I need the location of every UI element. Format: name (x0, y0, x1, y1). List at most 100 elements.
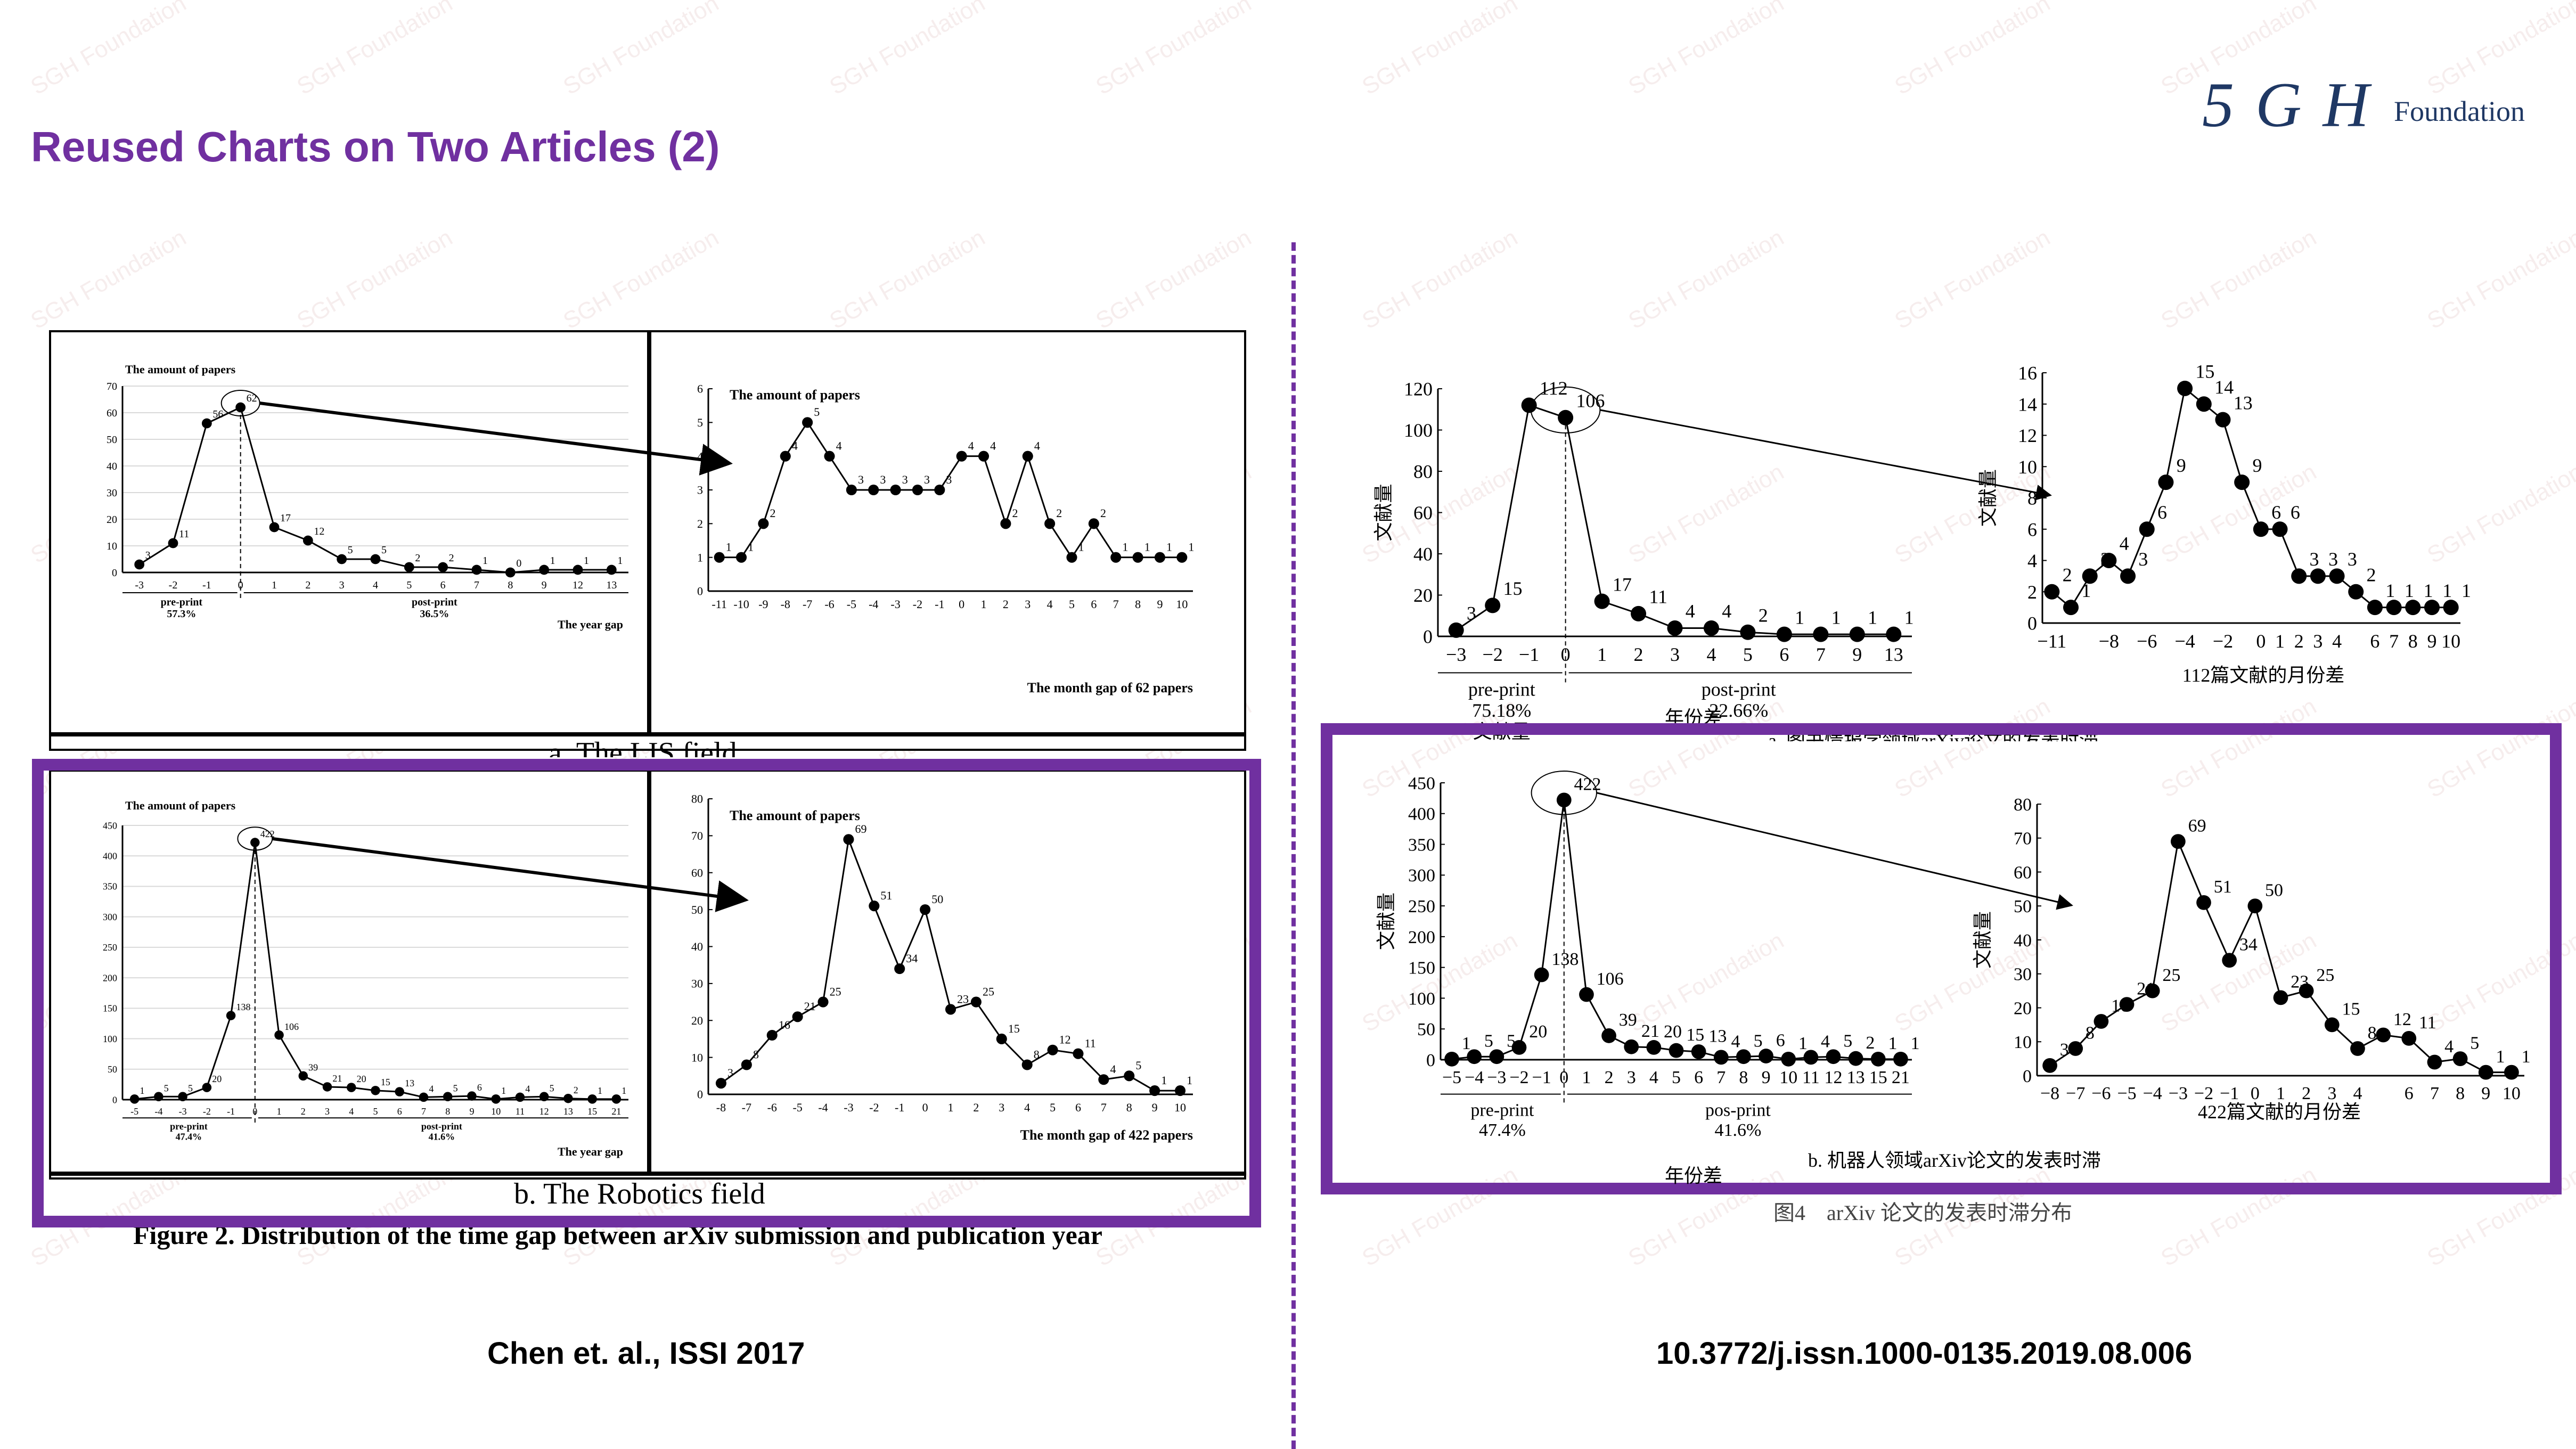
chart-svg-en-rob-year: 050100150200250300350400450-5-4-3-2-1012… (103, 799, 628, 1158)
y-tick-label: 10 (2014, 1033, 2032, 1052)
data-point (1448, 622, 1464, 638)
data-label: 1 (1188, 541, 1194, 554)
data-point (1631, 605, 1647, 621)
data-label: 1 (1795, 607, 1804, 628)
data-point (2427, 1054, 2442, 1070)
x-tick-label: 7 (421, 1106, 426, 1117)
data-point (2093, 1014, 2109, 1029)
data-point (404, 562, 414, 572)
data-point (741, 1059, 752, 1070)
x-axis-title: The month gap of 422 papers (1020, 1127, 1193, 1143)
x-tick-label: 13 (606, 579, 617, 591)
data-label: 5 (348, 544, 353, 556)
data-label: 4 (968, 439, 974, 453)
y-tick-label: 30 (2014, 965, 2032, 985)
x-tick-label: 3 (1670, 644, 1680, 665)
pre-print-label: pre-print (170, 1121, 208, 1132)
y-tick-label: 20 (2014, 998, 2032, 1018)
data-label: 1 (140, 1085, 145, 1096)
series-line (2051, 387, 2451, 609)
data-label: 39 (308, 1062, 318, 1073)
x-tick-label: 4 (349, 1106, 354, 1117)
data-point (1740, 624, 1756, 640)
y-tick-label: 100 (103, 1034, 117, 1044)
data-point (824, 451, 835, 462)
data-point (539, 564, 550, 575)
data-point (2170, 834, 2186, 849)
x-tick-label: 12 (539, 1106, 549, 1117)
data-label: 3 (902, 473, 908, 486)
y-tick-label: 350 (103, 881, 117, 892)
x-tick-label: −3 (2169, 1084, 2188, 1103)
data-label: 2 (1012, 506, 1018, 520)
x-tick-label: −2 (2194, 1084, 2213, 1103)
x-tick-label: 10 (1176, 597, 1188, 611)
data-point (1110, 552, 1122, 563)
data-label: 6 (1776, 1030, 1785, 1050)
x-tick-label: 3 (325, 1106, 330, 1117)
data-label: 1 (584, 555, 589, 567)
data-label: 5 (1754, 1032, 1763, 1051)
data-point (1601, 1028, 1616, 1043)
data-point (505, 567, 516, 578)
data-point (438, 562, 448, 572)
data-point (1154, 552, 1165, 563)
data-label: 4 (525, 1084, 530, 1094)
vertical-divider (1291, 242, 1296, 1449)
data-point (1759, 1049, 1773, 1063)
x-tick-label: −4 (2143, 1084, 2162, 1103)
data-point (2068, 1041, 2083, 1056)
data-label: 2 (770, 506, 776, 520)
x-tick-label: -3 (890, 597, 900, 611)
data-label: 3 (2138, 549, 2148, 570)
y-tick-label: 70 (107, 381, 117, 392)
data-point (1813, 626, 1829, 642)
data-label: 4 (792, 439, 798, 453)
data-label: 3 (2310, 549, 2319, 570)
data-point (573, 564, 583, 575)
data-point (134, 559, 145, 570)
post-print-label: post-print (421, 1121, 462, 1132)
data-point (970, 996, 982, 1008)
post-print-percent: 36.5% (420, 608, 449, 620)
data-point (1175, 1085, 1186, 1096)
x-tick-label: 10 (491, 1106, 501, 1117)
data-point (1073, 1048, 1084, 1059)
data-point (2196, 895, 2211, 910)
y-tick-label: 6 (697, 382, 703, 396)
data-point (2504, 1065, 2519, 1080)
data-point (956, 451, 967, 462)
data-point (539, 1092, 549, 1102)
x-tick-label: 9 (1852, 644, 1862, 665)
data-label: 1 (1122, 541, 1128, 554)
data-point (154, 1092, 163, 1102)
data-point (168, 538, 178, 549)
data-point (611, 1094, 621, 1104)
data-point (2042, 1058, 2057, 1073)
data-label: 1 (550, 555, 555, 567)
data-point (2452, 1051, 2468, 1067)
data-label: 69 (855, 822, 867, 836)
y-tick-label: 12 (2018, 425, 2037, 446)
pre-print-label: pre-print (161, 596, 203, 608)
x-tick-label: 9 (469, 1106, 474, 1117)
data-label: 5 (814, 405, 820, 419)
data-label: 2 (449, 552, 454, 564)
y-tick-label: 50 (691, 903, 703, 916)
y-tick-label: 250 (1408, 897, 1435, 916)
series-line (719, 421, 1182, 559)
logo-mark: 5GH (2202, 69, 2391, 140)
x-tick-label: -5 (792, 1101, 802, 1114)
citation-right: 10.3772/j.issn.1000-0135.2019.08.006 (1656, 1336, 2193, 1371)
data-point (1594, 593, 1610, 609)
data-label: 15 (2195, 361, 2214, 382)
x-tick-label: −8 (2099, 631, 2119, 652)
data-point (129, 1094, 140, 1104)
data-label: 12 (1059, 1033, 1071, 1046)
chart-title: The amount of papers (125, 363, 236, 376)
data-label: 20 (212, 1074, 222, 1084)
